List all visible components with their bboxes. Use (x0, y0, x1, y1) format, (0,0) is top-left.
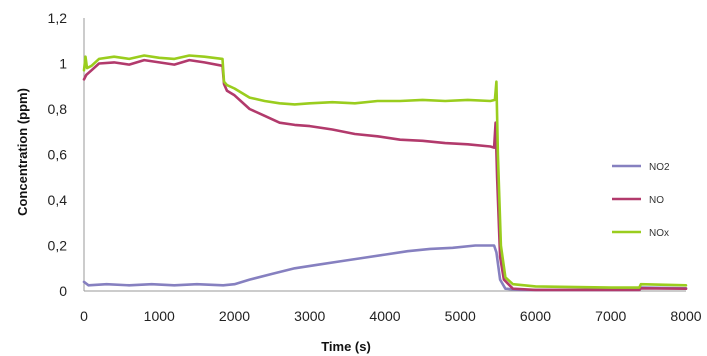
legend-label: NO2 (649, 162, 670, 173)
x-tick-label: 7000 (595, 308, 626, 324)
legend-label: NOx (649, 228, 669, 239)
y-tick-label: 0,8 (48, 101, 68, 117)
y-tick-label: 0,6 (48, 147, 68, 163)
series-line-nox (82, 54, 688, 289)
x-axis-title: Time (s) (321, 339, 371, 354)
y-tick-label: 1,2 (48, 10, 68, 26)
legend-label: NO (649, 195, 664, 206)
y-tick-labels: 0 0,2 0,4 0,6 0,8 1 1,2 (48, 10, 68, 299)
x-tick-label: 5000 (445, 308, 476, 324)
x-tick-label: 1000 (144, 308, 175, 324)
series-lines (82, 54, 688, 292)
y-tick-label: 0,2 (48, 238, 68, 254)
x-tick-label: 0 (80, 308, 88, 324)
y-tick-label: 0 (59, 283, 67, 299)
y-tick-label: 1 (59, 56, 67, 72)
x-tick-label: 6000 (520, 308, 551, 324)
y-axis-title: Concentration (ppm) (15, 88, 30, 216)
x-tick-label: 3000 (294, 308, 325, 324)
x-tick-label: 2000 (219, 308, 250, 324)
x-tick-label: 4000 (369, 308, 400, 324)
x-tick-labels: 0 1000 2000 3000 4000 5000 6000 7000 8000 (80, 308, 702, 324)
series-line-no (82, 58, 688, 292)
series-line-no2 (82, 244, 688, 292)
x-tick-label: 8000 (670, 308, 701, 324)
y-tick-label: 0,4 (48, 192, 68, 208)
legend: NO2 NO NOx (612, 162, 670, 239)
